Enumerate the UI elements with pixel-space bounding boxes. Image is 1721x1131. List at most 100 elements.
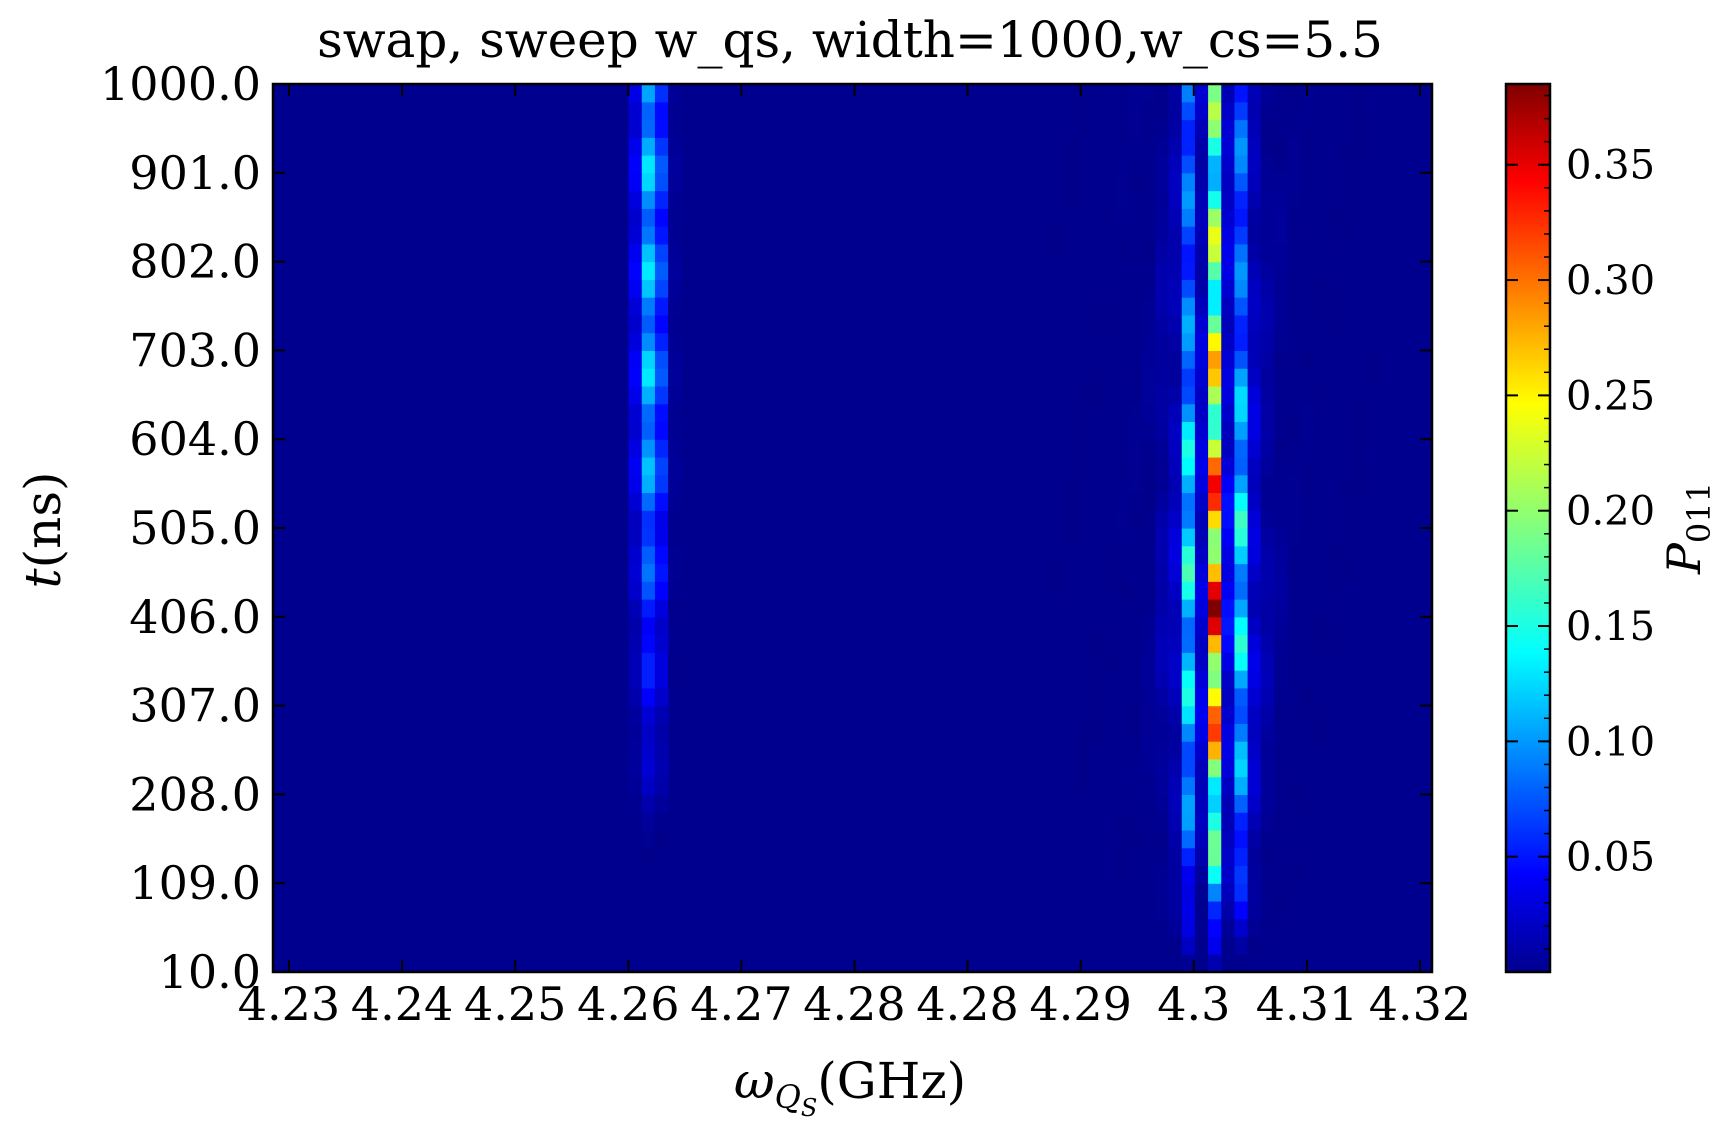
heatmap-cell — [654, 385, 669, 405]
heatmap-cell — [1273, 812, 1288, 831]
heatmap-cell — [668, 190, 682, 209]
heatmap-cell — [1234, 865, 1249, 884]
heatmap-cell — [1221, 403, 1236, 423]
heatmap-cell — [1076, 723, 1091, 742]
heatmap-cell — [1142, 705, 1157, 724]
heatmap-cell — [1221, 492, 1236, 511]
heatmap-cell — [1168, 190, 1183, 209]
heatmap-cell — [1273, 439, 1288, 458]
heatmap-cell — [1168, 741, 1183, 760]
heatmap-cell — [1260, 190, 1275, 209]
heatmap-cell — [668, 456, 682, 476]
heatmap-cell — [1326, 314, 1341, 334]
x-axis-label: ωQS(GHz) — [734, 1052, 966, 1122]
heatmap-cell — [1181, 439, 1196, 458]
heatmap-cell — [1142, 599, 1157, 618]
heatmap-cell — [1287, 172, 1301, 192]
heatmap-cell — [1300, 705, 1315, 724]
heatmap-cell — [641, 705, 656, 724]
heatmap-cell — [1168, 812, 1183, 831]
heatmap-cell — [1273, 297, 1288, 316]
heatmap-cell — [1181, 297, 1196, 316]
heatmap-cell — [1089, 670, 1104, 689]
heatmap-cell — [628, 474, 643, 494]
heatmap-cell — [668, 492, 682, 511]
heatmap-cell — [1194, 883, 1209, 902]
heatmap-cell — [1115, 474, 1130, 494]
heatmap-cell — [1260, 155, 1275, 174]
heatmap-cell — [628, 332, 643, 351]
heatmap-cell — [1247, 385, 1262, 405]
heatmap-cell — [668, 439, 682, 458]
y-axis-label-unit: (ns) — [14, 472, 72, 569]
heatmap-cell — [641, 421, 656, 440]
heatmap-cell — [628, 492, 643, 511]
heatmap-cell — [1142, 687, 1157, 707]
heatmap-cell — [1234, 510, 1249, 529]
heatmap-cell — [1221, 918, 1236, 938]
heatmap-cell — [628, 261, 643, 280]
x-tick-label: 4.32 — [1369, 977, 1471, 1031]
heatmap-cell — [1181, 137, 1196, 156]
heatmap-cell — [1208, 403, 1222, 423]
heatmap-cell — [1287, 456, 1301, 476]
y-tick-label: 10.0 — [159, 945, 261, 999]
heatmap-cell — [1194, 261, 1209, 280]
heatmap-cell — [1260, 883, 1275, 902]
heatmap-cell — [1168, 652, 1183, 671]
heatmap-cell — [1194, 918, 1209, 938]
heatmap-cell — [1339, 137, 1354, 156]
heatmap-cell — [1260, 84, 1275, 103]
heatmap-cell — [1194, 421, 1209, 440]
heatmap-cell — [1260, 101, 1275, 121]
heatmap-cell — [1102, 563, 1117, 582]
heatmap-cell — [641, 190, 656, 209]
heatmap-cell — [1221, 155, 1236, 174]
heatmap-cell — [1155, 226, 1170, 245]
heatmap-cell — [641, 155, 656, 174]
heatmap-cell — [628, 368, 643, 387]
heatmap-cell — [1142, 119, 1157, 138]
heatmap-cell — [668, 545, 682, 565]
heatmap-cell — [1168, 385, 1183, 405]
heatmap-cell — [668, 155, 682, 174]
heatmap-cell — [1339, 226, 1354, 245]
heatmap-cell — [1181, 119, 1196, 138]
heatmap-cell — [1234, 350, 1249, 369]
heatmap-cell — [1168, 687, 1183, 707]
heatmap-cell — [1247, 474, 1262, 494]
heatmap-cell — [1181, 723, 1196, 742]
heatmap-cell — [1168, 883, 1183, 902]
heatmap-cell — [1234, 403, 1249, 423]
heatmap-cell — [1129, 474, 1143, 494]
heatmap-cell — [1234, 492, 1249, 511]
heatmap-cell — [1273, 616, 1288, 636]
heatmap-cell — [1221, 776, 1236, 795]
heatmap-cell — [628, 510, 643, 529]
heatmap-cell — [1142, 634, 1157, 653]
heatmap-cell — [1181, 190, 1196, 209]
heatmap-cell — [1287, 101, 1301, 121]
heatmap-cell — [1208, 954, 1222, 973]
y-axis-label: t(ns) — [14, 472, 72, 589]
y-tick-label: 505.0 — [129, 501, 261, 555]
heatmap-cell — [1168, 350, 1183, 369]
heatmap-cell — [1142, 776, 1157, 795]
heatmap-cell — [1260, 208, 1275, 227]
heatmap-cell — [1194, 155, 1209, 174]
heatmap-cell — [1260, 687, 1275, 707]
heatmap-cell — [641, 208, 656, 227]
heatmap-cell — [1366, 350, 1380, 369]
heatmap-cell — [1247, 368, 1262, 387]
heatmap-cell — [1155, 865, 1170, 884]
colorbar-tick-label: 0.20 — [1566, 489, 1655, 535]
heatmap-cell — [1155, 687, 1170, 707]
heatmap-cell — [1221, 314, 1236, 334]
heatmap-cell — [1142, 243, 1157, 263]
heatmap-cell — [1129, 456, 1143, 476]
heatmap-cell — [1247, 812, 1262, 831]
heatmap-cell — [1300, 137, 1315, 156]
heatmap-cell — [1076, 439, 1091, 458]
heatmap-cell — [641, 670, 656, 689]
heatmap-cell — [1063, 137, 1077, 156]
